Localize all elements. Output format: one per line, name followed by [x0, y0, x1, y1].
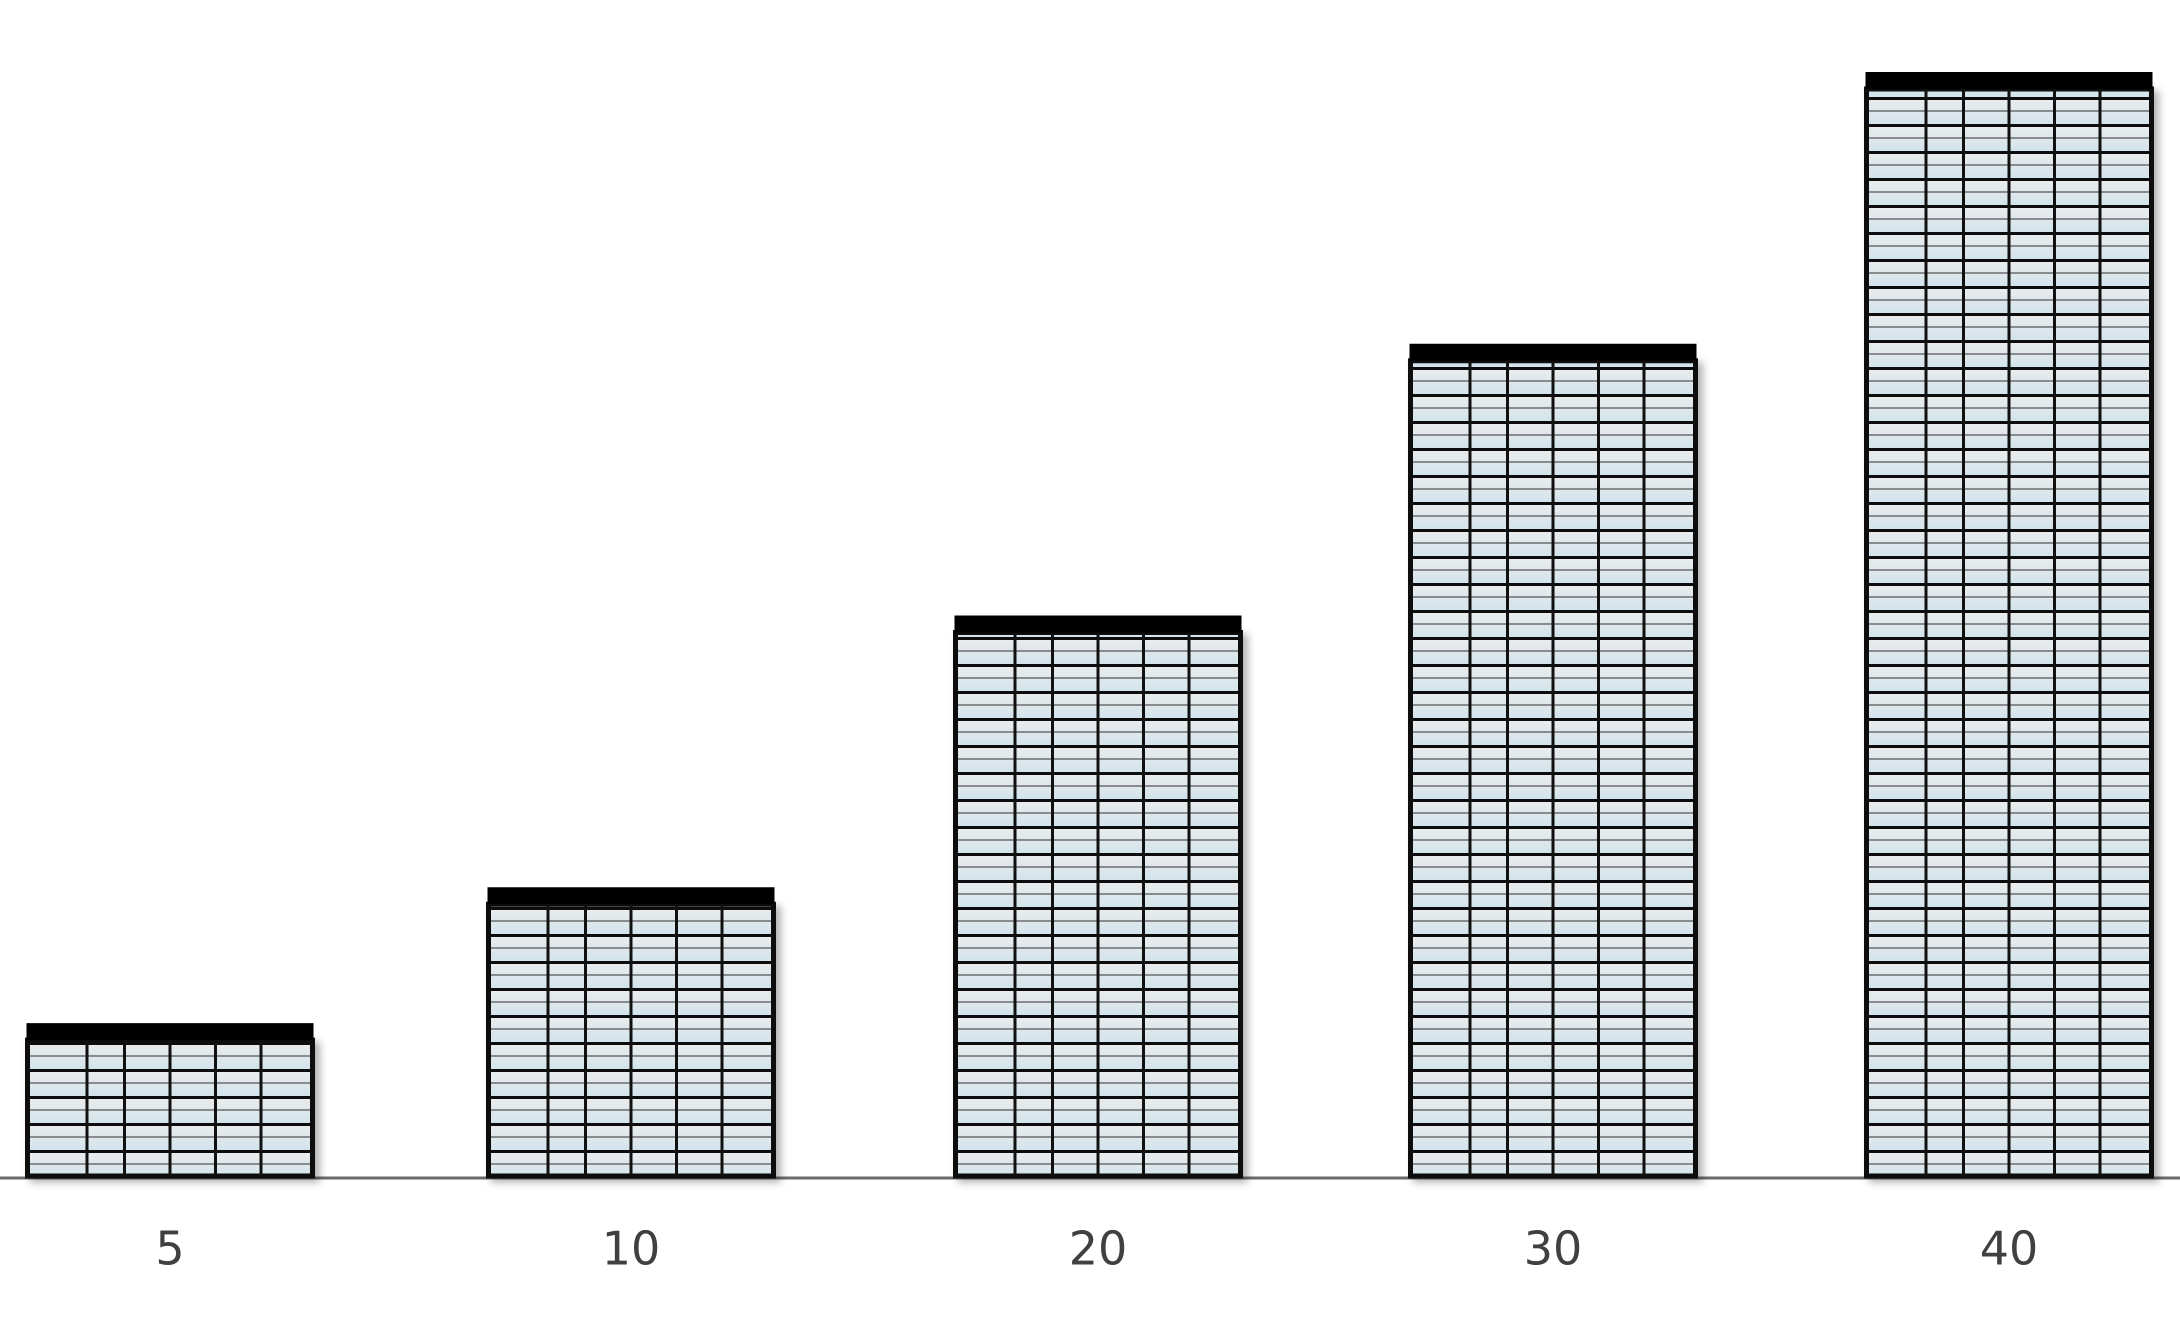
roof	[26, 1023, 314, 1041]
x-tick-label: 5	[155, 1222, 184, 1276]
x-tick-label: 30	[1524, 1222, 1583, 1276]
roof	[487, 887, 775, 905]
roof	[954, 615, 1242, 633]
roof	[1409, 343, 1697, 361]
x-tick-label: 10	[602, 1222, 661, 1276]
x-tick-label: 20	[1069, 1222, 1128, 1276]
roof	[1865, 72, 2153, 89]
x-tick-label: 40	[1980, 1222, 2039, 1276]
